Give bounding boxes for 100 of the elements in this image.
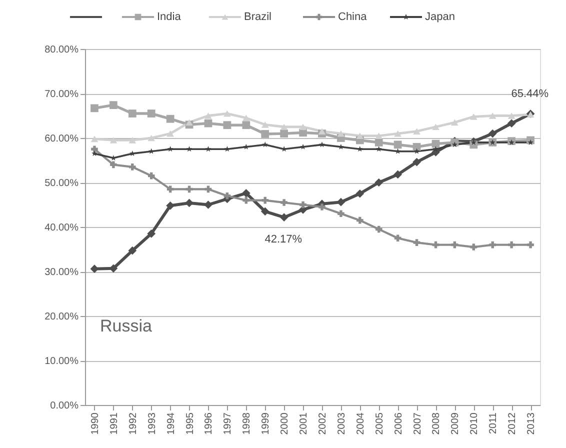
point	[224, 110, 231, 117]
point	[527, 241, 534, 248]
y-tick-label: 80.00%	[44, 44, 79, 56]
point	[204, 200, 212, 209]
x-tick-label: 2010	[469, 412, 480, 435]
point	[185, 198, 194, 208]
point	[394, 130, 402, 137]
point	[374, 138, 383, 146]
x-tick-label: 2004	[355, 412, 366, 435]
point	[508, 241, 515, 248]
point	[356, 189, 364, 198]
legend-label: Brazil	[244, 11, 272, 23]
point	[90, 136, 98, 142]
point	[470, 244, 478, 250]
point	[376, 146, 382, 152]
x-tick-label: 1998	[242, 412, 253, 435]
point	[470, 113, 478, 120]
point	[204, 119, 212, 128]
point	[412, 142, 421, 151]
point	[374, 178, 384, 187]
x-tick-label: 2001	[298, 412, 310, 435]
point	[318, 128, 326, 135]
point	[337, 130, 345, 137]
x-tick-label: 1992	[128, 412, 139, 435]
point	[413, 128, 420, 135]
point	[451, 119, 458, 126]
point	[110, 137, 118, 144]
point	[148, 148, 154, 154]
y-tick-label: 10.00%	[44, 356, 79, 367]
point	[394, 140, 402, 149]
point	[148, 134, 156, 142]
annotation: Russia	[100, 316, 153, 336]
x-tick-label: 2002	[317, 412, 328, 435]
legend-label: Japan	[425, 11, 455, 23]
point	[452, 142, 458, 148]
point	[204, 112, 212, 119]
y-tick-label: 20.00%	[44, 312, 79, 322]
y-tick-label: 50.00%	[44, 178, 79, 189]
y-tick-label: 60.00%	[44, 134, 79, 144]
y-tick-label: 40.00%	[44, 222, 79, 234]
point	[110, 101, 118, 110]
point	[186, 119, 193, 126]
point	[147, 110, 156, 118]
point	[166, 114, 174, 123]
point	[128, 246, 137, 255]
point	[167, 146, 174, 152]
x-tick-label: 1995	[184, 412, 196, 435]
point	[432, 140, 440, 148]
point	[166, 130, 174, 137]
point	[261, 121, 269, 128]
x-tick-label: 2003	[336, 412, 348, 435]
point	[338, 210, 344, 218]
point	[242, 114, 250, 122]
point	[129, 164, 136, 170]
x-tick-label: 1997	[222, 412, 234, 435]
x-tick-label: 2011	[488, 412, 500, 434]
point	[186, 146, 192, 152]
point	[488, 129, 497, 138]
point	[394, 148, 401, 154]
point	[242, 121, 250, 130]
x-tick-label: 1990	[90, 412, 101, 435]
point	[394, 170, 402, 179]
point	[508, 112, 516, 119]
point	[280, 130, 288, 138]
x-tick-label: 2006	[393, 412, 404, 435]
point	[507, 119, 516, 128]
x-tick-label: 1994	[166, 412, 177, 435]
point	[299, 124, 307, 130]
point	[375, 132, 383, 139]
point	[528, 139, 534, 145]
point	[242, 188, 250, 198]
point	[319, 142, 325, 148]
x-tick-label: 2013	[526, 412, 538, 435]
point	[110, 161, 117, 168]
point	[261, 130, 270, 138]
point	[280, 124, 288, 130]
point	[318, 204, 326, 210]
point	[91, 146, 98, 153]
legend-label: China	[338, 11, 368, 23]
x-tick-label: 1999	[260, 412, 272, 435]
x-tick-label: 2007	[412, 412, 424, 435]
point	[262, 142, 268, 148]
point	[356, 216, 364, 224]
point	[394, 234, 402, 242]
point	[128, 110, 136, 118]
point	[280, 213, 288, 222]
point	[147, 229, 156, 238]
point	[280, 199, 288, 206]
point	[356, 132, 364, 139]
x-tick-label: 1993	[146, 412, 158, 435]
point	[205, 146, 212, 152]
x-tick-label: 2012	[507, 412, 518, 435]
point	[432, 124, 440, 130]
point	[414, 148, 420, 154]
point	[489, 241, 496, 248]
point	[412, 158, 421, 166]
x-tick-label: 2009	[450, 412, 462, 435]
y-tick-label: 30.00%	[44, 267, 79, 278]
point	[90, 104, 98, 112]
data-label: 42.17%	[264, 233, 302, 246]
